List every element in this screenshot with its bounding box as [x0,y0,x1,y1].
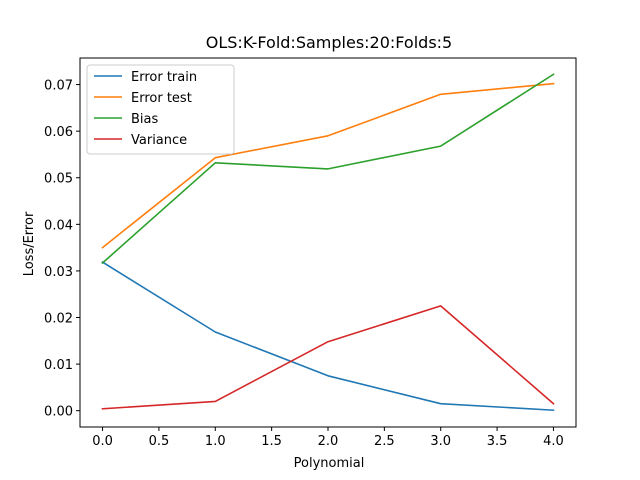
x-tick-label: 2.0 [318,434,339,449]
x-axis-title: Polynomial [294,456,365,471]
plot-area-frame [79,57,577,428]
y-tick-label: 0.01 [44,358,73,373]
y-tick-label: 0.05 [44,172,73,187]
legend: Error train Error test Bias Variance [86,64,235,155]
x-tick-label: 4.0 [543,434,564,449]
x-tick-label: 1.0 [205,434,226,449]
x-tick-label: 2.5 [374,434,395,449]
chart-title: OLS:K-Fold:Samples:20:Folds:5 [206,33,452,52]
series-line-error-test [101,82,555,249]
series-lines [101,73,555,412]
series-line-error-train [101,260,555,412]
y-axis-title: Loss/Error [22,211,37,276]
x-tick-label: 3.5 [487,434,508,449]
x-tick-label: 3.0 [430,434,451,449]
x-tick-label: 1.5 [261,434,282,449]
y-tick-label: 0.06 [44,125,73,140]
legend-label-error-test: Error test [131,91,192,106]
legend-box [86,64,235,155]
y-tick-label: 0.04 [44,218,73,233]
y-tick-label: 0.02 [44,312,73,327]
y-tick-label: 0.03 [44,265,73,280]
y-tick-label: 0.07 [44,79,73,94]
x-tick-label: 0.5 [149,434,170,449]
series-line-variance [101,305,555,410]
y-tick-label: 0.00 [44,405,73,420]
x-tick-label: 0.0 [92,434,113,449]
legend-label-bias: Bias [131,112,158,127]
series-line-bias [101,73,555,265]
legend-label-variance: Variance [131,133,187,148]
axis-ticks: 0.0 0.5 1.0 1.5 2.0 2.5 3.0 3.5 4.0 0.00 0.01 0.02 0… [44,79,564,449]
legend-label-error-train: Error train [131,70,197,85]
